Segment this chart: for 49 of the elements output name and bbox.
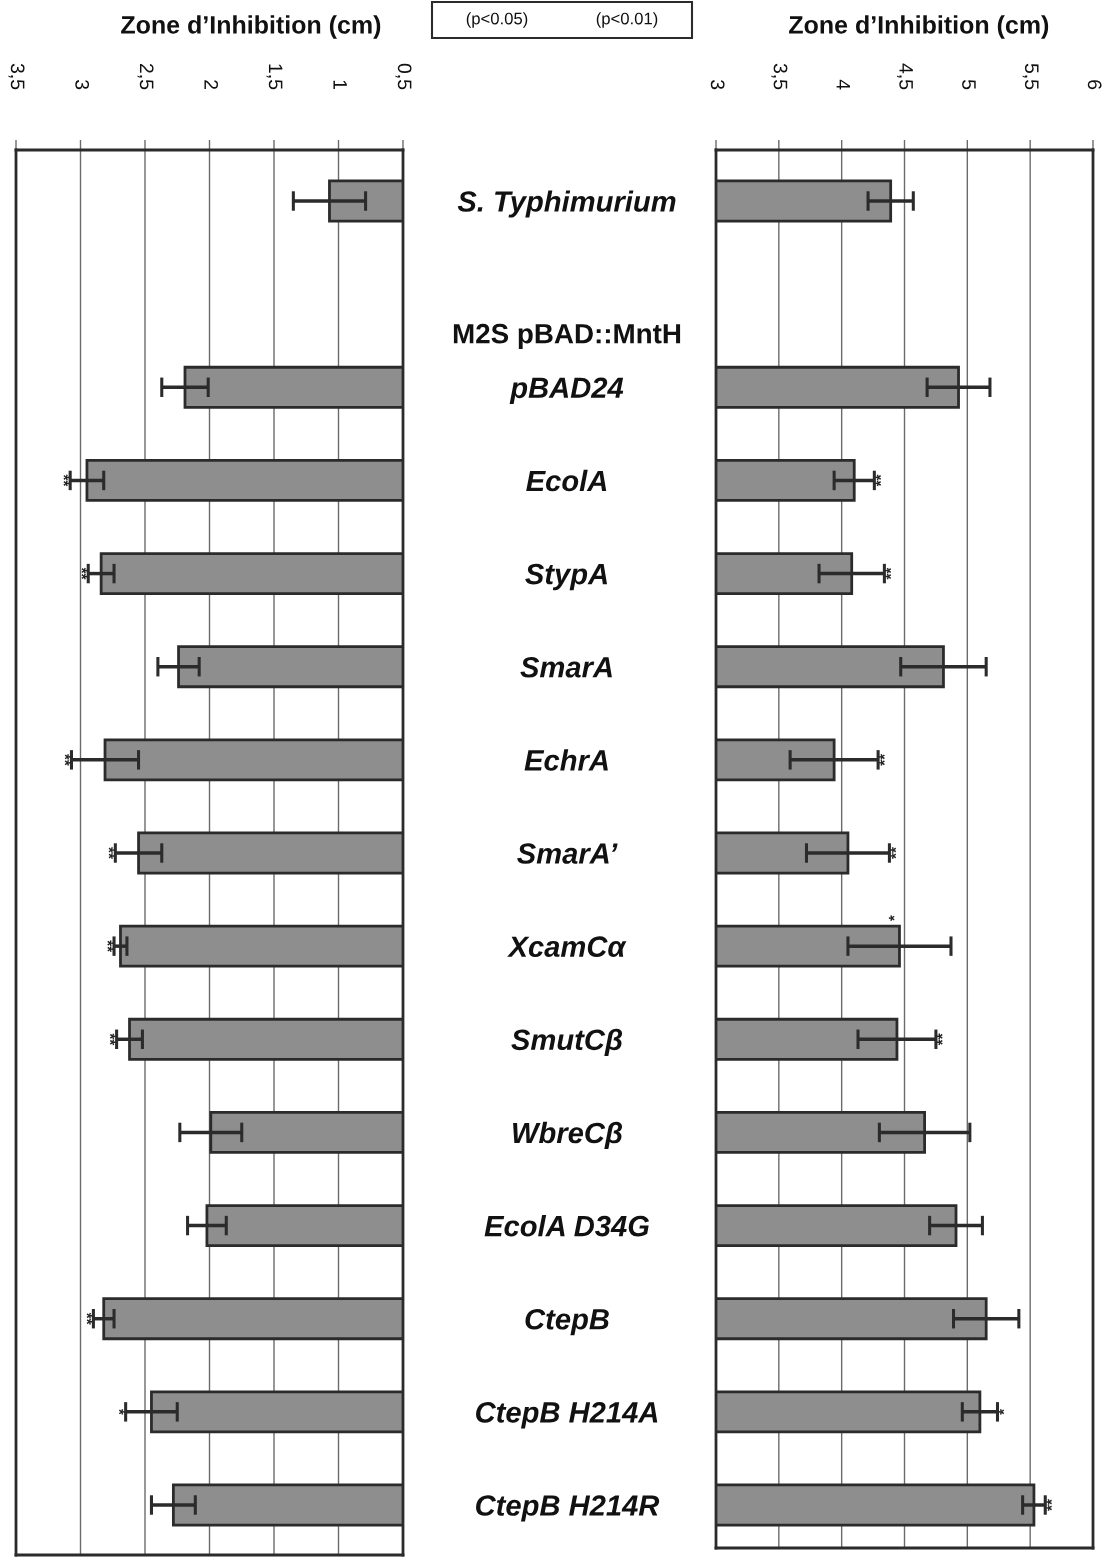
x-tick-label: 6 <box>1087 80 1102 90</box>
x-tick-label: 1 <box>333 80 347 90</box>
x-tick-label: 1,5 <box>266 64 283 90</box>
x-axis-title: Zone d’Inhibition (cm) <box>789 15 1049 39</box>
y-tick-label: XcamCα <box>507 936 627 958</box>
y-tick-label: S. Typhimurium <box>457 190 676 218</box>
data-label: ** <box>1046 1499 1052 1511</box>
data-label: * <box>118 1408 125 1415</box>
x-tick-label: 4 <box>836 79 851 90</box>
x-axis-title: Zone d’Inhibition (cm) <box>121 15 381 39</box>
x-tick-label: 3 <box>710 79 725 90</box>
data-label: ** <box>81 567 88 580</box>
data-label: * <box>888 915 895 922</box>
text: (p<0.01) <box>596 12 658 28</box>
x-tick-label: 2 <box>204 80 219 90</box>
y-tick-label: SmutCβ <box>511 1028 623 1056</box>
y-tick-label: CtepB H214A <box>476 1402 658 1429</box>
x-tick-label: 3,5 <box>8 63 25 90</box>
y-tick-label: SmarA <box>520 656 612 678</box>
x-tick-label: 5 <box>962 79 976 90</box>
y-tick-label: EcolA D34G <box>484 1215 650 1237</box>
data-label: ** <box>879 753 885 766</box>
y-tick-label: CtepB H214R <box>476 1495 660 1522</box>
data-label: ** <box>890 847 897 859</box>
x-tick-label: 3 <box>75 79 90 90</box>
data-label: ** <box>936 1033 943 1046</box>
y-tick-label: EchrA <box>524 749 608 771</box>
x-tick-label: 2,5 <box>137 63 154 90</box>
data-label: ** <box>63 474 70 487</box>
y-tick-label: SmarA’ <box>517 843 618 864</box>
y-tick-label: CtepB <box>525 1308 609 1336</box>
data-label: ** <box>108 847 115 859</box>
y-tick-label: WbreCβ <box>513 1121 623 1150</box>
y-tick-label: EcolA <box>526 469 607 492</box>
data-label: ** <box>107 940 113 953</box>
data-label: ** <box>86 1312 93 1325</box>
data-label: * <box>998 1408 1005 1415</box>
data-label: ** <box>885 567 892 580</box>
data-label: ** <box>875 474 882 487</box>
x-tick-label: 0,5 <box>395 63 412 90</box>
data-label: ** <box>109 1033 116 1046</box>
x-tick-label: 5,5 <box>1022 63 1039 90</box>
y-tick-label: StypA <box>525 563 608 591</box>
y-tick-label: pBAD24 <box>509 377 624 404</box>
x-tick-label: 4,5 <box>896 63 913 90</box>
x-tick-label: 3,5 <box>771 63 788 90</box>
text: (p<0.05) <box>466 12 528 28</box>
text: M2S pBAD::MntH <box>453 323 681 349</box>
data-label: ** <box>64 753 71 766</box>
